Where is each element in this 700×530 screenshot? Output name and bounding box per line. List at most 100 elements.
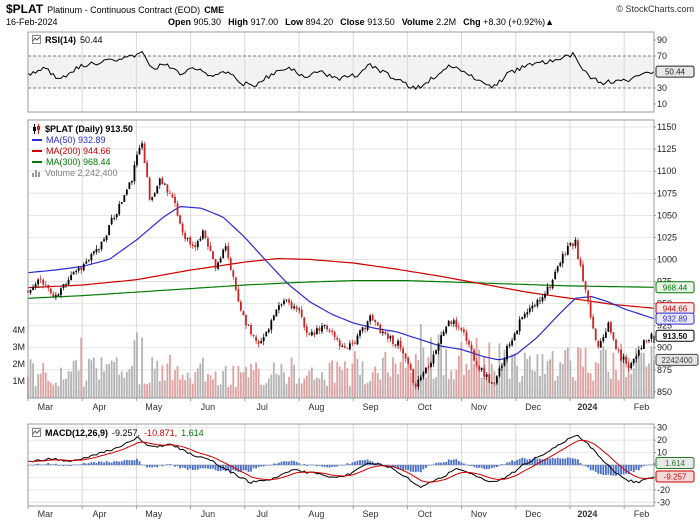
svg-text:1M: 1M bbox=[12, 376, 25, 386]
svg-text:Nov: Nov bbox=[471, 509, 488, 519]
legend-symbol-label: $PLAT (Daily) 913.50 bbox=[45, 123, 133, 134]
svg-text:850: 850 bbox=[657, 387, 672, 397]
svg-text:925: 925 bbox=[657, 321, 672, 331]
svg-text:30: 30 bbox=[657, 83, 667, 93]
svg-text:Sep: Sep bbox=[363, 402, 379, 412]
macd-histogram bbox=[27, 457, 655, 476]
svg-text:1050: 1050 bbox=[657, 210, 677, 220]
svg-text:20: 20 bbox=[657, 435, 667, 445]
svg-text:3M: 3M bbox=[12, 342, 25, 352]
rsi-label: RSI(14) bbox=[45, 34, 77, 45]
svg-text:2024: 2024 bbox=[577, 509, 597, 519]
svg-text:-30: -30 bbox=[657, 497, 670, 507]
svg-text:4M: 4M bbox=[12, 325, 25, 335]
svg-text:2M: 2M bbox=[12, 359, 25, 369]
svg-text:Aug: Aug bbox=[308, 402, 324, 412]
chart-date: 16-Feb-2024 bbox=[6, 17, 58, 27]
svg-text:Aug: Aug bbox=[308, 509, 324, 519]
axis-value-label: 968.44 bbox=[655, 281, 695, 294]
quote-volume: Volume 2.2M bbox=[401, 17, 457, 27]
svg-text:1100: 1100 bbox=[657, 166, 676, 176]
svg-text:Dec: Dec bbox=[525, 402, 542, 412]
svg-text:30: 30 bbox=[657, 423, 667, 433]
macd-signal-value: -10.871, bbox=[144, 427, 178, 438]
svg-text:10: 10 bbox=[657, 448, 667, 458]
symbol-description: Platinum - Continuous Contract (EOD) bbox=[47, 5, 201, 15]
quote-high: High 917.00 bbox=[228, 17, 279, 27]
svg-text:Apr: Apr bbox=[93, 402, 107, 412]
ma300-line bbox=[27, 280, 655, 299]
svg-text:1150: 1150 bbox=[657, 122, 676, 132]
svg-text:1075: 1075 bbox=[657, 188, 677, 198]
symbol-label: $PLAT bbox=[6, 2, 44, 16]
svg-text:Jun: Jun bbox=[201, 402, 216, 412]
svg-text:Mar: Mar bbox=[38, 402, 54, 412]
exchange-label: CME bbox=[204, 5, 225, 15]
svg-text:1000: 1000 bbox=[657, 254, 677, 264]
legend-symbol-row: $PLAT (Daily) 913.50 bbox=[32, 123, 133, 134]
quote-low: Low 894.20 bbox=[285, 17, 334, 27]
svg-text:Feb: Feb bbox=[634, 509, 650, 519]
quote-open: Open 905.30 bbox=[168, 17, 222, 27]
svg-text:913.50: 913.50 bbox=[663, 332, 688, 341]
volume-bars bbox=[27, 324, 655, 398]
candlestick-icon bbox=[32, 123, 41, 134]
svg-text:Feb: Feb bbox=[634, 402, 650, 412]
svg-text:-9.257: -9.257 bbox=[664, 473, 687, 482]
ma300-swatch bbox=[32, 160, 42, 163]
svg-text:1025: 1025 bbox=[657, 232, 677, 242]
legend-ma50-label: MA(50) 932.89 bbox=[46, 134, 106, 145]
svg-text:900: 900 bbox=[657, 343, 672, 353]
quote-close: Close 913.50 bbox=[340, 17, 395, 27]
rsi-line bbox=[27, 50, 655, 91]
svg-text:Nov: Nov bbox=[471, 402, 488, 412]
macd-hist-value: 1.614 bbox=[181, 427, 204, 438]
copyright-label: © StockCharts.com bbox=[616, 4, 694, 14]
indicator-icon bbox=[32, 35, 41, 44]
svg-text:932.89: 932.89 bbox=[663, 315, 688, 324]
svg-text:2024: 2024 bbox=[577, 402, 597, 412]
svg-text:May: May bbox=[145, 509, 163, 519]
macd-legend: MACD(12,26,9) -9.257, -10.871, 1.614 bbox=[32, 427, 204, 438]
axis-tick-marks bbox=[27, 39, 656, 509]
ma200-swatch bbox=[32, 149, 42, 152]
svg-text:Sep: Sep bbox=[363, 509, 379, 519]
legend-volume-row: Volume 2,242,400 bbox=[32, 167, 133, 178]
macd-signal-line bbox=[28, 439, 655, 483]
candlestick-series bbox=[27, 140, 655, 391]
svg-text:Oct: Oct bbox=[418, 509, 433, 519]
svg-text:Jul: Jul bbox=[256, 509, 268, 519]
ma50-line bbox=[27, 205, 655, 361]
axis-value-label: 913.50 bbox=[655, 329, 695, 342]
change-up-arrow-icon: ▲ bbox=[545, 17, 555, 27]
svg-text:Jun: Jun bbox=[201, 509, 216, 519]
legend-ma200-label: MA(200) 944.66 bbox=[46, 145, 111, 156]
axis-value-label: 1.614 bbox=[655, 456, 695, 469]
legend-ma300-row: MA(300) 968.44 bbox=[32, 156, 133, 167]
legend-volume-label: Volume 2,242,400 bbox=[45, 167, 118, 178]
quote-change: Chg +8.30 (+0.92%)▲ bbox=[463, 17, 555, 27]
main-chart-legend: $PLAT (Daily) 913.50 MA(50) 932.89 MA(20… bbox=[32, 123, 133, 178]
rsi-value: 50.44 bbox=[80, 34, 103, 45]
svg-text:90: 90 bbox=[657, 35, 667, 45]
ma200-line bbox=[27, 257, 655, 309]
svg-text:1125: 1125 bbox=[657, 144, 676, 154]
svg-text:944.66: 944.66 bbox=[663, 304, 688, 313]
axis-value-label: 944.66 bbox=[655, 302, 695, 315]
svg-text:2242400: 2242400 bbox=[661, 356, 693, 365]
macd-label: MACD(12,26,9) bbox=[45, 427, 109, 438]
rsi-legend: RSI(14) 50.44 bbox=[32, 34, 103, 45]
axis-value-label: -9.257 bbox=[655, 470, 695, 483]
svg-text:Dec: Dec bbox=[525, 509, 542, 519]
chart-header: $PLAT Platinum - Continuous Contract (EO… bbox=[6, 2, 224, 16]
svg-text:Mar: Mar bbox=[38, 509, 54, 519]
volume-bars-icon bbox=[32, 169, 41, 177]
svg-text:Jul: Jul bbox=[256, 402, 268, 412]
svg-text:70: 70 bbox=[657, 51, 667, 61]
svg-text:-20: -20 bbox=[657, 485, 670, 495]
svg-text:Oct: Oct bbox=[418, 402, 433, 412]
quote-summary: Open 905.30 High 917.00 Low 894.20 Close… bbox=[168, 17, 554, 27]
svg-text:1.614: 1.614 bbox=[665, 459, 686, 468]
